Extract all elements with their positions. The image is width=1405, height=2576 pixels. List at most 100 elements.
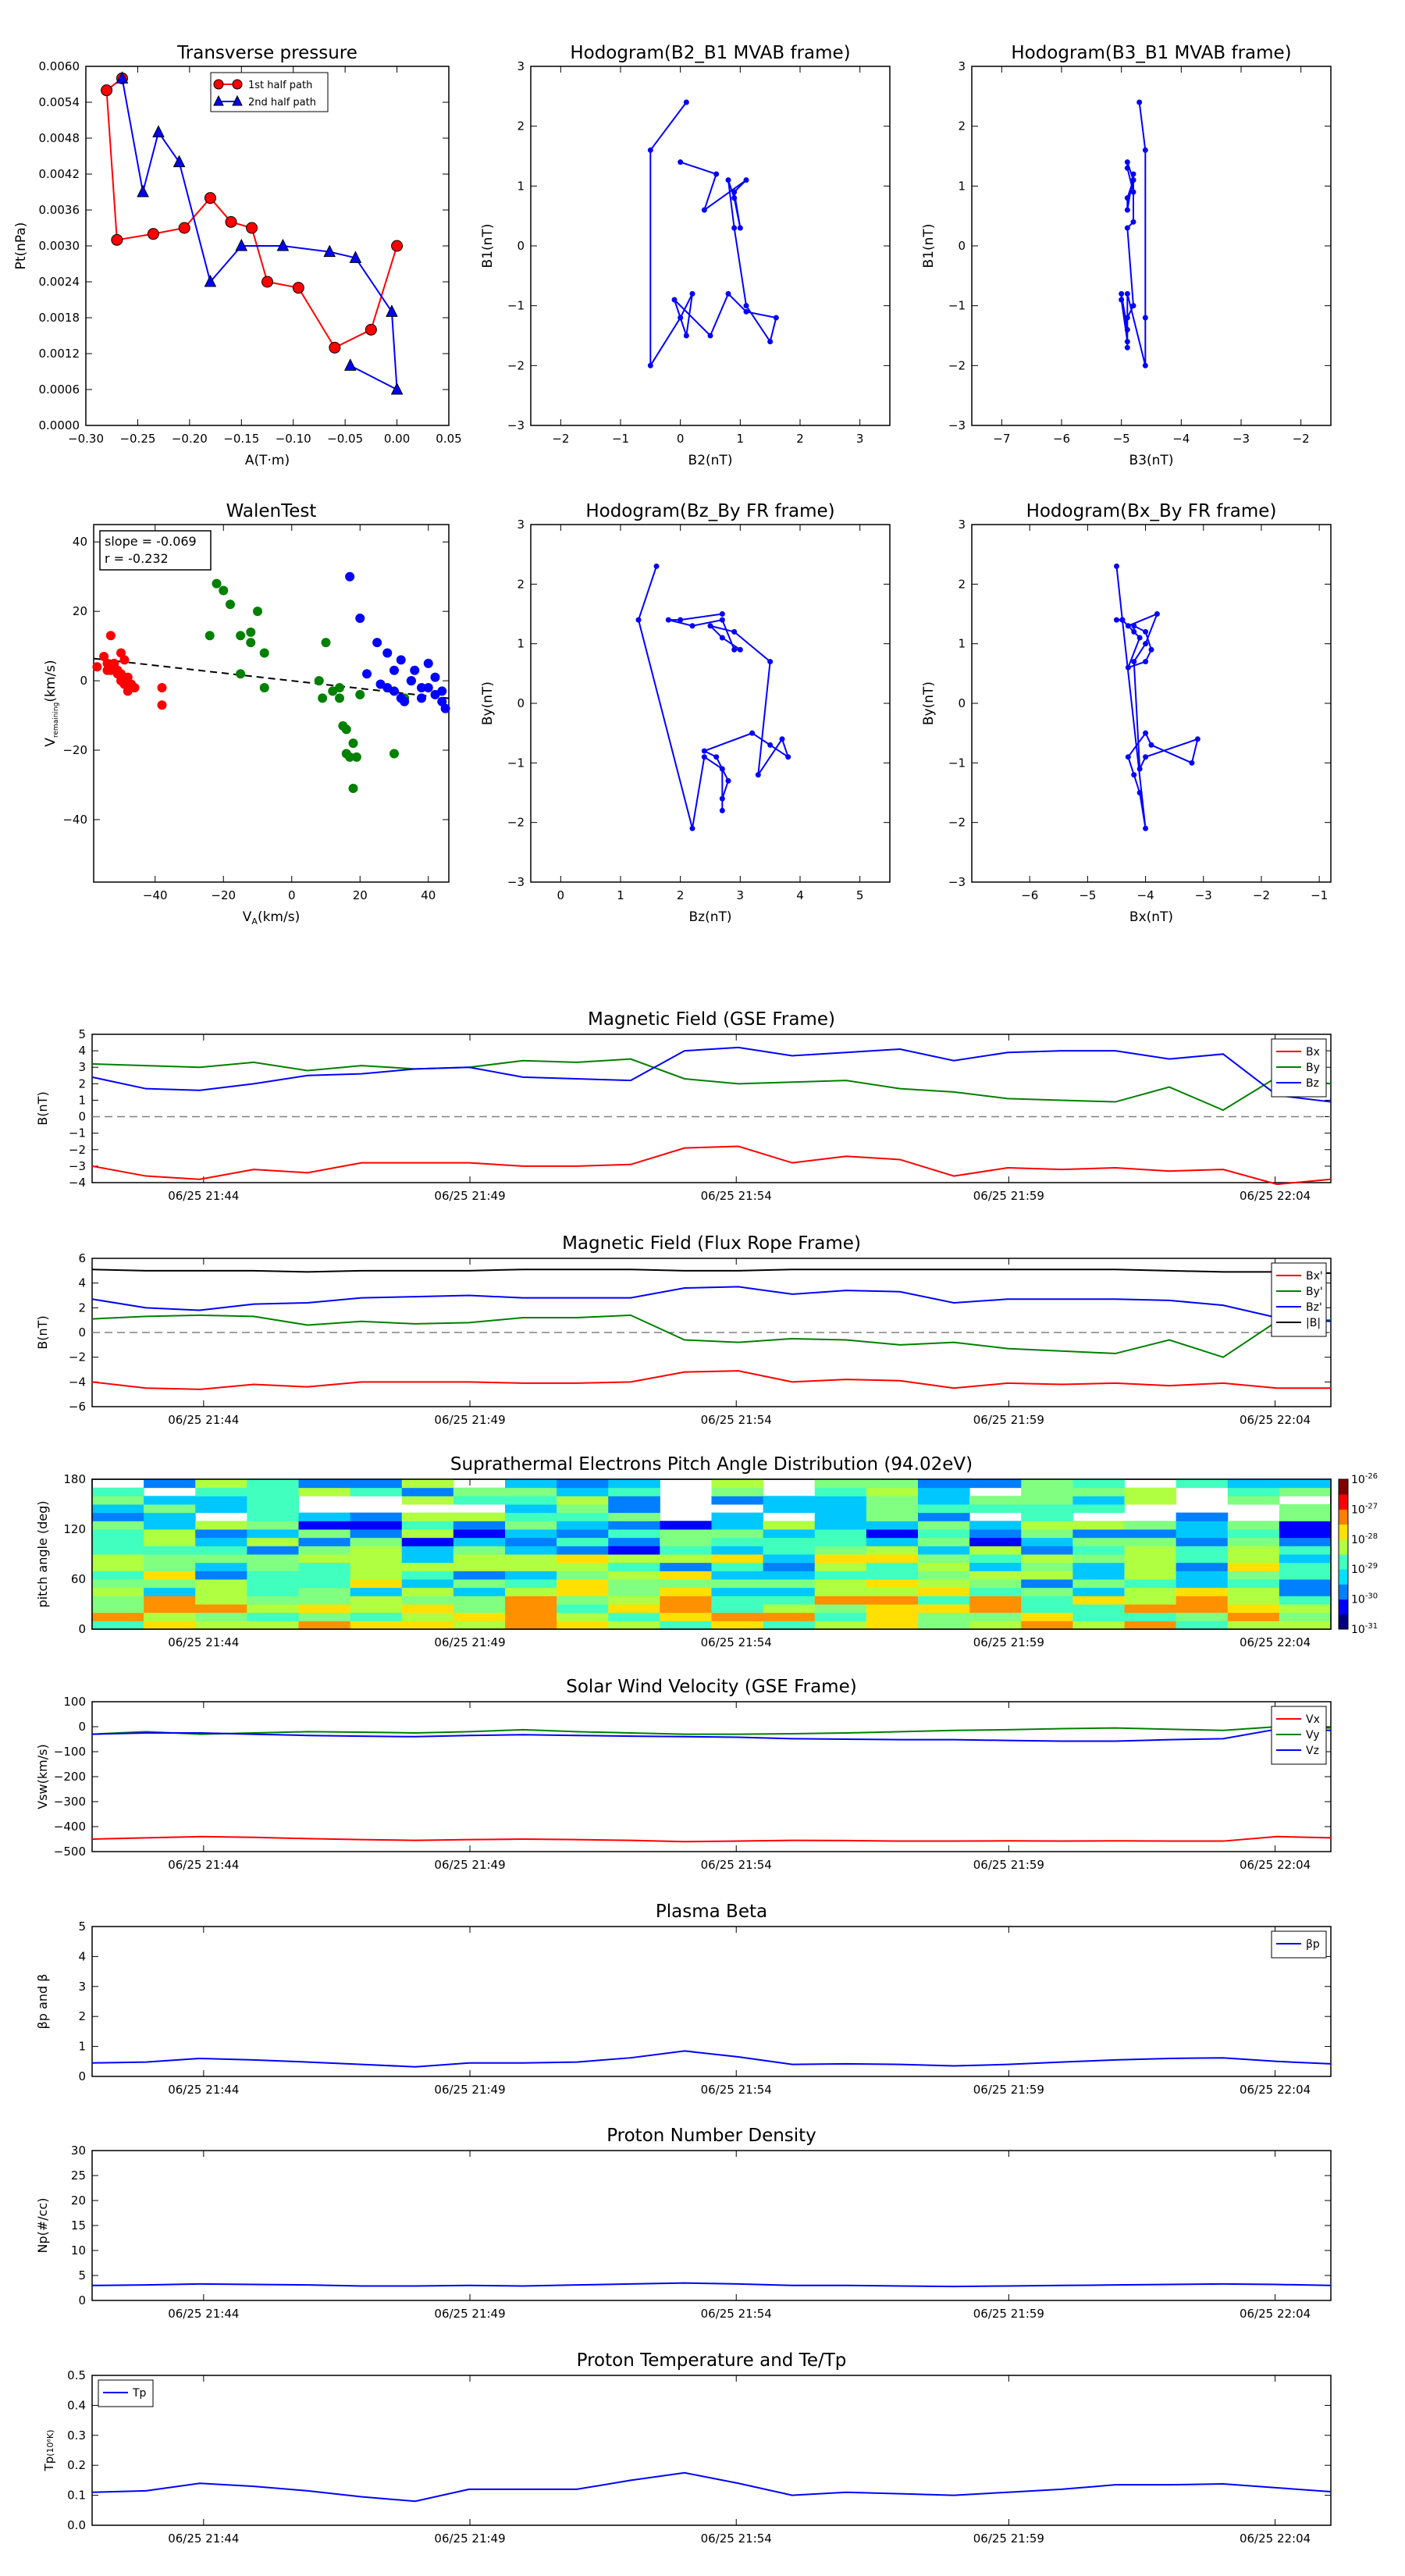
heatmap-cell [814, 1562, 867, 1571]
data-point [1119, 617, 1126, 623]
y-axis-label: By(nT) [480, 681, 496, 725]
legend-marker [232, 79, 243, 90]
chart-pad: Suprathermal Electrons Pitch Angle Distr… [35, 1454, 1378, 1649]
heatmap-cell [453, 1571, 506, 1580]
heatmap-cell [195, 1504, 247, 1514]
x-tick-label: 40 [421, 888, 436, 902]
data-point [1142, 362, 1148, 368]
heatmap-cell [195, 1496, 247, 1505]
plot-frame [91, 1034, 1332, 1183]
data-point [713, 171, 720, 177]
heatmap-cell [1072, 1504, 1125, 1514]
heatmap-cell [350, 1562, 403, 1571]
data-point [396, 655, 406, 665]
heatmap-cell [608, 1537, 660, 1546]
data-point [779, 736, 785, 742]
heatmap-cell [1227, 1554, 1280, 1564]
heatmap-cell [660, 1596, 712, 1605]
legend-label: Vx [1306, 1713, 1320, 1726]
data-point [1130, 189, 1136, 195]
data-point [725, 177, 731, 183]
heatmap-cell [969, 1521, 1022, 1530]
data-point [341, 724, 351, 735]
heatmap-cell [350, 1521, 403, 1530]
data-point [689, 825, 695, 831]
heatmap-cell [453, 1487, 506, 1496]
data-point [389, 665, 399, 675]
chart-title: Transverse pressure [176, 43, 357, 63]
heatmap-cell [298, 1604, 351, 1614]
data-point [1131, 772, 1137, 778]
chart-hodo_b2b1: −3 −2 −1 0 1 2 3 −2 −1 0 1 2 3 Hodogram(B2_B1 MVAB fr… [480, 43, 891, 468]
heatmap-cell [918, 1546, 970, 1555]
series-1 [116, 71, 404, 395]
data-point [152, 125, 165, 137]
data-point [119, 679, 130, 689]
data-point [204, 274, 217, 287]
heatmap-cell [711, 1537, 764, 1546]
x-tick-label: 06/25 21:49 [434, 2532, 505, 2546]
series-line [649, 101, 777, 368]
data-point [1124, 195, 1130, 201]
heatmap-cell [814, 1504, 867, 1514]
heatmap-cell [1072, 1487, 1125, 1496]
y-tick-label: 0.0048 [39, 131, 80, 145]
y-tick-label: −3 [948, 418, 966, 432]
heatmap-cell [660, 1571, 712, 1580]
plot-frame [91, 2375, 1332, 2526]
y-tick-label: 1 [958, 637, 966, 651]
data-point [647, 362, 653, 368]
heatmap-cell [453, 1529, 506, 1539]
data-point [318, 693, 328, 703]
chart-hodo_bxby: −3 −2 −1 0 1 2 3 −6 −5 −4 −3 −2 −1 Hodogram(Bx_By FR … [921, 501, 1332, 925]
y-tick-label: 25 [71, 2169, 86, 2183]
legend-label: |B| [1306, 1317, 1321, 1329]
heatmap-cell [195, 1604, 247, 1614]
heatmap-cell [1227, 1571, 1280, 1580]
series-line-|B| [91, 1268, 1332, 1274]
annotation-box [99, 530, 212, 571]
heatmap-cell [763, 1504, 816, 1514]
data-point [767, 339, 774, 345]
y-tick-label: −300 [54, 1795, 86, 1809]
data-point [246, 222, 258, 234]
x-tick-label: 06/25 21:49 [434, 1413, 505, 1427]
heatmap-cell [247, 1604, 299, 1614]
heatmap-cell [918, 1504, 970, 1514]
data-point [731, 628, 738, 635]
heatmap-cell [660, 1546, 712, 1555]
heatmap-cell [814, 1496, 867, 1505]
data-point [647, 147, 653, 153]
legend-label: Bz' [1306, 1301, 1322, 1314]
data-point [767, 742, 774, 748]
series-line-Bx [91, 1145, 1332, 1186]
data-point [335, 682, 344, 692]
colorbar-segment [1339, 1509, 1348, 1525]
y-tick-label: 0.0036 [39, 203, 80, 217]
heatmap-cell [144, 1562, 196, 1571]
data-point [417, 682, 426, 692]
y-tick-label: 0.0012 [39, 347, 80, 361]
heatmap-cell [144, 1512, 196, 1521]
data-point [355, 614, 365, 624]
heatmap-cell [1227, 1537, 1280, 1546]
y-tick-label: 3 [78, 1060, 86, 1074]
plot-frame [91, 1926, 1332, 2077]
plot-frame [93, 524, 450, 883]
x-tick-label: 06/25 22:04 [1240, 1189, 1311, 1203]
x-tick-label: 06/25 21:54 [701, 1189, 772, 1203]
y-tick-label: −2 [948, 358, 966, 372]
y-tick-label: 1 [78, 2040, 86, 2054]
y-tick-label: −400 [54, 1820, 86, 1834]
data-point [365, 323, 377, 336]
data-point [212, 578, 222, 589]
heatmap-cell [814, 1521, 867, 1530]
heatmap-cell [92, 1487, 144, 1496]
heatmap-cell [1072, 1554, 1125, 1564]
data-point [116, 71, 129, 84]
heatmap-cell [298, 1579, 351, 1589]
data-point [99, 651, 109, 661]
data-point [372, 638, 382, 648]
x-tick-label: 06/25 22:04 [1240, 1635, 1311, 1649]
legend-marker [213, 79, 224, 90]
